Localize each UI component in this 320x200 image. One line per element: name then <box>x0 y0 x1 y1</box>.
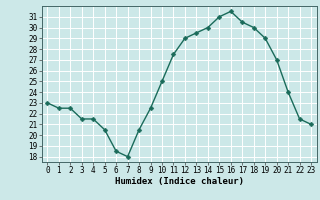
X-axis label: Humidex (Indice chaleur): Humidex (Indice chaleur) <box>115 177 244 186</box>
